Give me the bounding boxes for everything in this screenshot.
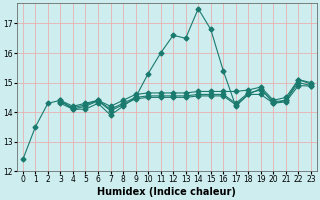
X-axis label: Humidex (Indice chaleur): Humidex (Indice chaleur) <box>98 187 236 197</box>
